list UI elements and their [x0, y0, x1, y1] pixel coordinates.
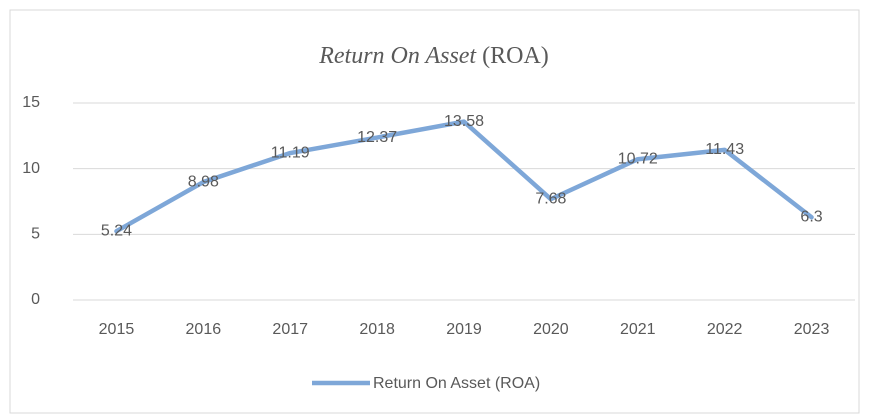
- chart-border: [9, 9, 860, 414]
- x-tick-label: 2020: [533, 321, 569, 338]
- x-tick-label: 2018: [359, 321, 395, 338]
- legend-label: Return On Asset (ROA): [373, 375, 540, 392]
- x-tick-label: 2022: [707, 321, 743, 338]
- data-label: 6.3: [800, 208, 822, 225]
- x-tick-label: 2016: [186, 321, 222, 338]
- x-tick-label: 2023: [794, 321, 830, 338]
- data-label: 10.72: [618, 150, 658, 167]
- y-tick-label: 10: [22, 160, 40, 177]
- x-tick-label: 2021: [620, 321, 656, 338]
- data-label: 12.37: [357, 129, 397, 146]
- data-line: [114, 119, 814, 234]
- x-tick-label: 2015: [99, 321, 135, 338]
- chart-title: Return On Asset (ROA): [318, 43, 549, 69]
- x-tick-label: 2017: [272, 321, 308, 338]
- title-italic: Return On Asset: [318, 43, 477, 69]
- y-tick-label: 5: [31, 226, 40, 243]
- title-plain: (ROA): [482, 43, 549, 69]
- data-label: 8.98: [188, 173, 219, 190]
- y-tick-label: 0: [31, 291, 40, 308]
- y-tick-label: 15: [22, 94, 40, 111]
- x-tick-label: 2019: [446, 321, 482, 338]
- data-label: 11.43: [705, 141, 744, 158]
- data-label: 5.24: [101, 222, 132, 239]
- data-label: 7.68: [535, 190, 566, 207]
- data-label: 13.58: [444, 113, 484, 130]
- data-label: 11.19: [271, 144, 310, 161]
